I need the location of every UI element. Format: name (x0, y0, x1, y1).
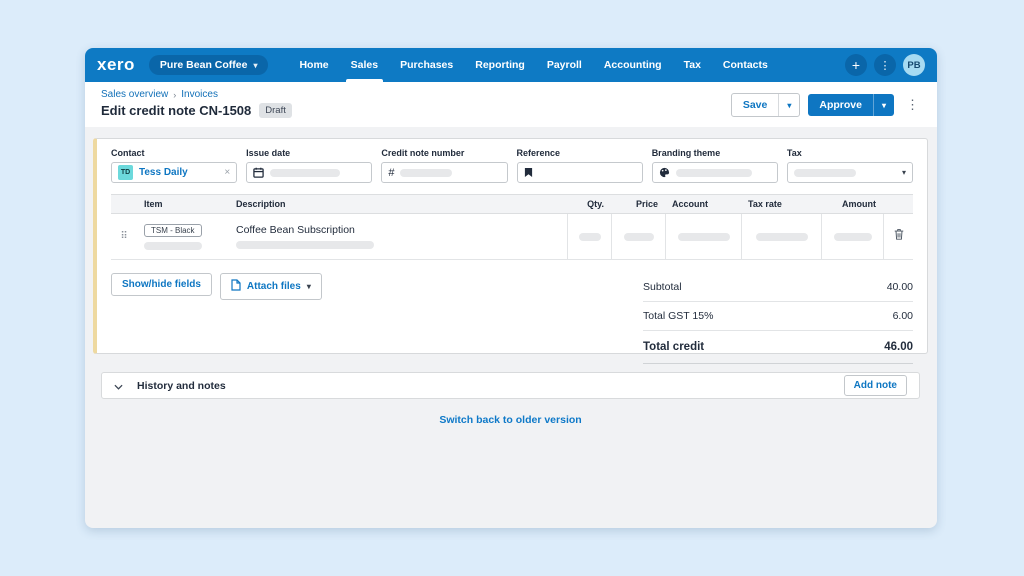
palette-icon (659, 167, 670, 178)
chevron-down-icon: ▾ (253, 60, 258, 70)
plus-icon: + (851, 56, 861, 73)
price-cell[interactable] (611, 214, 665, 259)
chevron-down-icon: ▾ (902, 168, 907, 177)
amount-cell[interactable] (821, 214, 883, 259)
approve-button[interactable]: Approve (819, 99, 862, 111)
item-code-chip[interactable]: TSM - Black (144, 223, 202, 237)
collapse-toggle[interactable] (114, 377, 123, 395)
status-badge: Draft (259, 103, 292, 118)
table-row: ⠿ TSM - Black Coffee Bean Subscription (111, 214, 913, 260)
tax-total-value: 6.00 (892, 310, 913, 322)
chevron-down-icon: ▾ (306, 282, 311, 291)
footer-link-wrap: Switch back to older version (93, 414, 928, 426)
contact-input[interactable]: TD Tess Daily × (111, 162, 238, 183)
table-header-row: Item Description Qty. Price Account Tax … (111, 195, 913, 214)
issue-date-placeholder (270, 168, 340, 177)
tax-rate-cell[interactable] (741, 214, 821, 259)
description-placeholder (236, 241, 374, 249)
trash-icon (893, 228, 905, 246)
show-hide-fields-button[interactable]: Show/hide fields (111, 273, 212, 296)
nav-item-home[interactable]: Home (299, 59, 329, 71)
org-name: Pure Bean Coffee (159, 59, 248, 71)
app-window: xero Pure Bean Coffee ▾ Home Sales Purch… (85, 48, 937, 528)
hash-icon: # (388, 166, 395, 179)
header-more-menu[interactable]: ⋮ (902, 97, 923, 113)
branding-theme-input[interactable] (651, 162, 778, 183)
nav-item-tax[interactable]: Tax (683, 59, 701, 71)
page-header: Sales overview › Invoices Edit credit no… (85, 82, 937, 127)
save-button[interactable]: Save (742, 99, 768, 111)
contact-avatar: TD (118, 165, 133, 180)
drag-handle[interactable]: ⠿ (120, 231, 128, 242)
breadcrumb-invoices[interactable]: Invoices (181, 89, 218, 100)
save-options-button[interactable]: ▾ (778, 94, 799, 116)
history-and-notes-bar: History and notes Add note (101, 372, 920, 399)
breadcrumb-separator: › (173, 89, 177, 100)
kebab-icon: ⋮ (906, 97, 919, 112)
nav-item-reporting[interactable]: Reporting (475, 59, 525, 71)
qty-cell[interactable] (567, 214, 611, 259)
tax-total-row: Total GST 15% 6.00 (643, 302, 913, 331)
contact-value: Tess Daily (139, 167, 188, 178)
nav-more-menu[interactable]: ⋮ (874, 54, 896, 76)
calendar-icon (253, 167, 264, 178)
user-avatar[interactable]: PB (903, 54, 925, 76)
org-switcher[interactable]: Pure Bean Coffee ▾ (148, 55, 269, 75)
chevron-down-icon: ▾ (787, 100, 792, 110)
credit-note-number-input[interactable]: # (381, 162, 508, 183)
account-cell[interactable] (665, 214, 741, 259)
branding-theme-field: Branding theme (651, 148, 778, 183)
item-placeholder (144, 241, 202, 250)
nav-item-accounting[interactable]: Accounting (603, 59, 662, 71)
line-items-table: Item Description Qty. Price Account Tax … (111, 194, 913, 260)
item-cell[interactable]: TSM - Black (137, 214, 229, 259)
credit-note-number-placeholder (400, 168, 453, 177)
nav-item-purchases[interactable]: Purchases (400, 59, 454, 71)
totals-panel: Subtotal 40.00 Total GST 15% 6.00 Total … (643, 273, 913, 364)
chevron-down-icon (114, 377, 123, 395)
page-title: Edit credit note CN-1508 (101, 103, 252, 118)
tax-field: Tax ▾ (786, 148, 914, 183)
reference-input[interactable] (516, 162, 643, 183)
nav-item-sales[interactable]: Sales (340, 48, 389, 82)
main-nav: Home Sales Purchases Reporting Payroll A… (288, 48, 778, 82)
bookmark-icon (524, 167, 533, 178)
chevron-down-icon: ▾ (881, 100, 886, 110)
issue-date-input[interactable] (246, 162, 373, 183)
nav-item-payroll[interactable]: Payroll (546, 59, 582, 71)
add-new-button[interactable]: + (845, 54, 867, 76)
approve-options-button[interactable]: ▾ (872, 94, 894, 116)
xero-logo: xero (97, 55, 135, 74)
description-cell[interactable]: Coffee Bean Subscription (229, 214, 567, 259)
breadcrumb: Sales overview › Invoices (101, 89, 921, 100)
delete-row-button[interactable] (883, 214, 913, 259)
clear-contact-icon[interactable]: × (224, 167, 231, 178)
approve-split-button: Approve ▾ (808, 94, 894, 116)
total-credit-value: 46.00 (884, 341, 913, 353)
save-split-button: Save ▾ (730, 93, 801, 117)
issue-date-field: Issue date (246, 148, 373, 183)
main-content: Contact TD Tess Daily × Issue date (85, 127, 937, 426)
reference-field: Reference (516, 148, 643, 183)
kebab-icon: ⋮ (879, 59, 891, 72)
top-navbar: xero Pure Bean Coffee ▾ Home Sales Purch… (85, 48, 937, 82)
credit-note-card: Contact TD Tess Daily × Issue date (93, 138, 928, 364)
document-fields: Contact TD Tess Daily × Issue date (111, 148, 914, 183)
add-note-button[interactable]: Add note (843, 375, 907, 396)
contact-field: Contact TD Tess Daily × (111, 148, 238, 183)
nav-item-contacts[interactable]: Contacts (722, 59, 768, 71)
total-credit-row: Total credit 46.00 (643, 331, 913, 364)
tax-select[interactable]: ▾ (786, 162, 914, 183)
subtotal-row: Subtotal 40.00 (643, 273, 913, 302)
branding-theme-placeholder (675, 168, 752, 177)
breadcrumb-sales-overview[interactable]: Sales overview (101, 89, 169, 100)
history-title: History and notes (137, 379, 226, 392)
tax-placeholder (793, 168, 856, 177)
credit-note-number-field: Credit note number # (381, 148, 508, 183)
switch-version-link[interactable]: Switch back to older version (439, 414, 582, 426)
description-value: Coffee Bean Subscription (236, 224, 355, 236)
subtotal-value: 40.00 (886, 281, 913, 293)
file-icon (231, 279, 241, 294)
attach-files-button[interactable]: Attach files ▾ (219, 273, 322, 300)
